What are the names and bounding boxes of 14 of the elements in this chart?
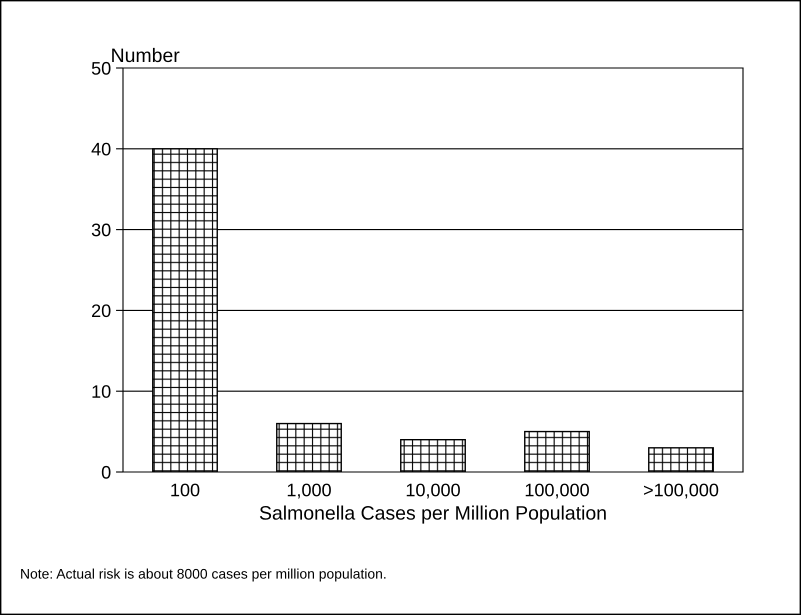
- y-axis-title: Number: [112, 48, 180, 62]
- x-tick-label: >100,000: [644, 484, 718, 499]
- y-tick-label: 40: [92, 142, 110, 156]
- x-tick-label: 100,000: [526, 484, 589, 499]
- y-tick-label: 0: [102, 466, 110, 479]
- x-axis-title: Salmonella Cases per Million Population: [260, 506, 606, 524]
- text: Note: Actual risk is about 8000 cases per million population.: [21, 568, 386, 582]
- y-tick-label: 50: [92, 62, 110, 75]
- x-tick-label: 100: [171, 484, 200, 496]
- y-tick-label: 10: [92, 385, 110, 398]
- y-tick-label: 30: [92, 224, 110, 236]
- x-tick-label: 10,000: [406, 484, 460, 499]
- y-tick-label: 20: [92, 304, 110, 318]
- x-tick-label: 1,000: [288, 484, 331, 499]
